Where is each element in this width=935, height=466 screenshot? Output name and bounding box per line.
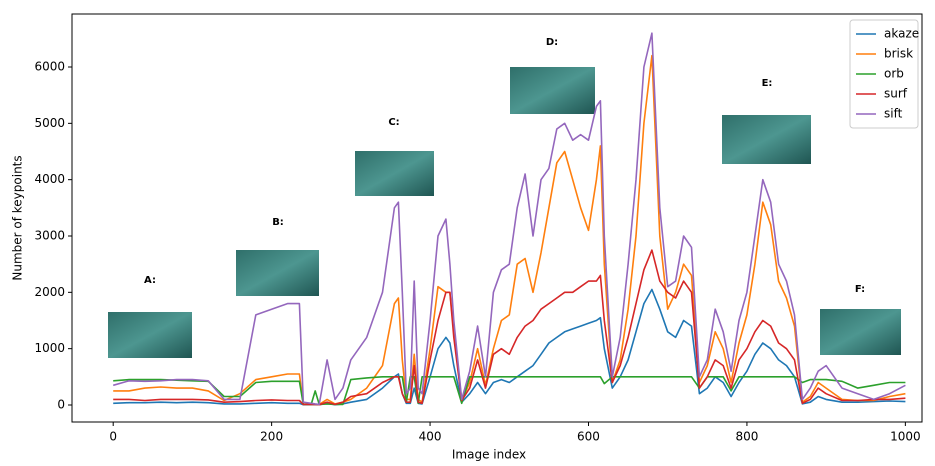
x-axis-label: Image index [452,448,526,462]
y-tick-label: 5000 [34,116,65,130]
y-tick-label: 4000 [34,172,65,186]
annotation: D: [546,37,558,48]
y-tick-label: 0 [57,397,65,411]
x-tick-label: 600 [577,430,600,444]
inset-image [820,309,901,355]
series-line [112,32,906,406]
series-line [113,376,906,406]
annotation: E: [762,78,773,89]
legend-box [849,19,919,129]
annotation: F: [855,284,865,295]
series-line [113,249,906,406]
legend-label: orb [884,67,904,81]
series-line [113,54,906,406]
plot-lines [112,32,906,406]
inset-image [236,250,319,296]
y-tick-label: 2000 [34,285,65,299]
legend-label: akaze [884,27,919,41]
y-tick-label: 3000 [34,228,65,242]
annotation: B: [272,217,284,228]
x-tick-label: 200 [260,430,283,444]
y-axis-label: Number of keypoints [11,155,25,280]
annotation: A: [144,275,156,286]
inset-image [510,67,595,114]
legend-label: sift [884,107,903,121]
x-tick-label: 800 [735,430,758,444]
plot-frame [71,13,923,423]
inset-image [355,151,434,196]
y-tick-label: 6000 [34,60,65,74]
x-tick-label: 1000 [890,430,921,444]
legend-label: surf [884,87,908,101]
series-line [113,288,906,406]
inset-image [108,312,192,358]
y-tick-label: 1000 [34,341,65,355]
legend-label: brisk [884,47,913,61]
inset-image [722,115,811,164]
x-tick-label: 400 [419,430,442,444]
annotation: C: [388,117,399,128]
x-tick-label: 0 [109,430,117,444]
